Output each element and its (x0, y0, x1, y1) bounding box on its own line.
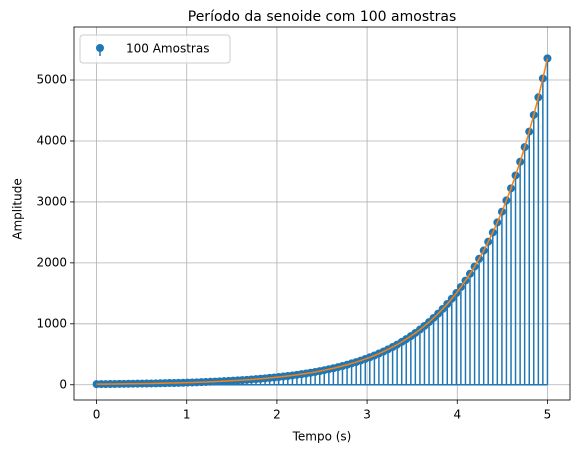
y-tick-label: 0 (59, 377, 67, 391)
y-tick-label: 1000 (36, 316, 67, 330)
x-tick-label: 2 (273, 408, 281, 422)
x-axis-label: Tempo (s) (292, 430, 352, 444)
stem-marker (543, 54, 552, 63)
y-tick-label: 5000 (36, 73, 67, 87)
y-tick-label: 4000 (36, 133, 67, 147)
x-tick-label: 0 (93, 408, 101, 422)
x-tick-label: 1 (183, 408, 191, 422)
x-tick-label: 3 (363, 408, 371, 422)
legend: 100 Amostras (79, 34, 231, 64)
x-tick-label: 4 (453, 408, 461, 422)
x-tick-label: 5 (544, 408, 552, 422)
legend-marker (96, 44, 104, 52)
y-axis-label: Amplitude (11, 178, 25, 240)
y-tick-label: 3000 (36, 194, 67, 208)
y-tick-label: 2000 (36, 255, 67, 269)
legend-label: 100 Amostras (126, 42, 209, 56)
chart-title: Período da senoide com 100 amostras (188, 9, 457, 25)
plot-frame (73, 26, 571, 401)
legend-box (79, 34, 231, 64)
curve-line (96, 58, 549, 385)
